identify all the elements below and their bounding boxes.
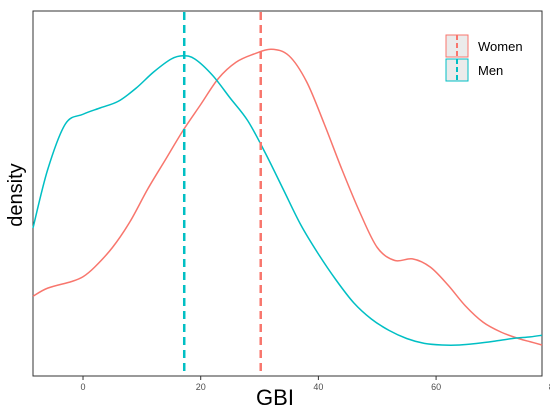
legend: Women Men xyxy=(445,34,523,82)
legend-item-women: Women xyxy=(445,34,523,58)
legend-label-men: Men xyxy=(478,63,503,78)
x-axis-ticks: 0 20 40 60 80 xyxy=(81,376,550,392)
legend-label-women: Women xyxy=(478,39,523,54)
x-tick-label: 40 xyxy=(313,382,323,392)
curves-layer xyxy=(32,48,543,346)
density-curve-men xyxy=(32,54,543,346)
x-tick-label: 20 xyxy=(196,382,206,392)
mean-lines-layer xyxy=(182,12,262,375)
legend-item-men: Men xyxy=(445,58,503,82)
x-tick-label: 0 xyxy=(81,382,86,392)
x-axis-title: GBI xyxy=(256,385,294,410)
x-tick-label: 80 xyxy=(549,382,550,392)
density-curve-women xyxy=(32,48,543,346)
y-axis-title: density xyxy=(5,163,27,226)
x-tick-label: 60 xyxy=(431,382,441,392)
